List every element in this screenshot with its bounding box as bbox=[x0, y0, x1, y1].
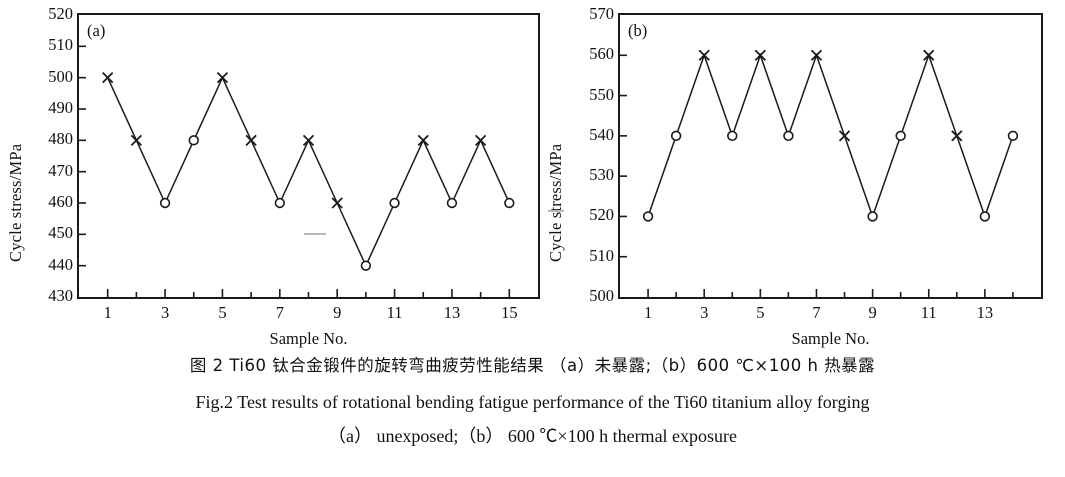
y-tick-label: 510 bbox=[48, 35, 73, 55]
data-point-marker-o bbox=[188, 135, 199, 146]
figure-caption: 图 2 Ti60 钛合金锻件的旋转弯曲疲劳性能结果 （a）未暴露;（b）600 … bbox=[0, 352, 1065, 446]
plot-series-b bbox=[620, 49, 1019, 297]
caption-chinese: 图 2 Ti60 钛合金锻件的旋转弯曲疲劳性能结果 （a）未暴露;（b）600 … bbox=[189, 356, 876, 375]
y-tick-label: 520 bbox=[589, 205, 614, 225]
data-point-marker-x bbox=[417, 134, 429, 146]
data-point-marker-x bbox=[102, 72, 114, 84]
data-point-marker-o bbox=[504, 197, 515, 209]
x-tick-label: 9 bbox=[868, 303, 877, 322]
caption-english-title: Fig.2 Test results of rotational bending… bbox=[195, 391, 870, 412]
data-point-marker-x bbox=[216, 72, 229, 84]
data-line bbox=[647, 53, 1014, 219]
data-point-marker-x bbox=[951, 130, 963, 142]
y-tick-label: 500 bbox=[589, 286, 614, 305]
data-point-marker-o bbox=[895, 130, 906, 142]
x-tick-label: 1 bbox=[103, 303, 112, 322]
y-tick-label: 550 bbox=[589, 84, 614, 104]
y-tick-label: 540 bbox=[589, 124, 614, 144]
data-point-marker-o bbox=[727, 130, 738, 142]
data-point-marker-x bbox=[810, 49, 823, 61]
data-point-marker-x bbox=[331, 197, 343, 209]
y-axis-ticks-a: 430 440 450 460 470 480 490 500 510 520 bbox=[27, 0, 73, 319]
data-point-marker-o bbox=[642, 211, 654, 222]
caption-english-sub: （a） unexposed;（b） 600 ℃×100 h thermal ex… bbox=[327, 425, 738, 446]
y-tick-label: 530 bbox=[589, 165, 614, 185]
y-tick-label: 480 bbox=[48, 129, 73, 149]
x-tick-label: 1 bbox=[643, 303, 653, 322]
data-point-marker-x bbox=[698, 49, 710, 61]
y-axis-title-a: Cycle stress/MPa bbox=[6, 143, 25, 262]
data-point-marker-x bbox=[130, 134, 143, 146]
data-point-marker-x bbox=[474, 134, 487, 146]
data-point-marker-x bbox=[245, 134, 257, 146]
scan-artifact bbox=[304, 233, 326, 235]
data-point-marker-o bbox=[670, 130, 682, 142]
data-point-marker-x bbox=[923, 49, 935, 61]
x-axis-title-b: Sample No. bbox=[791, 329, 870, 348]
plot-frame-a: (a) bbox=[77, 13, 540, 299]
data-point-marker-o bbox=[389, 197, 400, 209]
x-axis-title-a: Sample No. bbox=[269, 329, 348, 348]
data-point-marker-o bbox=[867, 211, 878, 222]
scan-artifact bbox=[548, 210, 564, 212]
y-tick-label: 560 bbox=[589, 44, 614, 64]
y-tick-label: 500 bbox=[48, 66, 73, 86]
chart-panel-b: Cycle stress/MPa 500 510 520 530 540 550 560 57… bbox=[540, 0, 1065, 350]
data-point-marker-x bbox=[838, 130, 851, 142]
x-tick-label: 11 bbox=[386, 303, 403, 322]
x-tick-label: 9 bbox=[333, 303, 342, 322]
y-tick-label: 570 bbox=[589, 4, 614, 23]
x-tick-label: 15 bbox=[501, 303, 518, 322]
x-tick-label: 3 bbox=[700, 303, 709, 322]
x-tick-label: 7 bbox=[275, 303, 284, 322]
x-tick-label: 7 bbox=[812, 303, 821, 322]
data-point-marker-o bbox=[783, 130, 794, 142]
y-tick-label: 440 bbox=[48, 254, 73, 274]
data-point-marker-o bbox=[360, 260, 372, 271]
y-tick-label: 430 bbox=[48, 286, 73, 305]
x-tick-label: 13 bbox=[976, 303, 994, 322]
data-point-marker-o bbox=[446, 197, 458, 209]
y-axis-ticks-b: 500 510 520 530 540 550 560 570 bbox=[568, 0, 614, 319]
x-tick-label: 5 bbox=[218, 303, 227, 322]
panel-label-a: (a) bbox=[87, 21, 106, 40]
y-tick-label: 520 bbox=[48, 4, 73, 23]
y-tick-label: 470 bbox=[48, 160, 73, 180]
data-line bbox=[107, 75, 510, 268]
x-tick-label: 11 bbox=[920, 303, 937, 322]
y-axis-title-b: Cycle stress/MPa bbox=[546, 143, 565, 262]
y-tick-label: 490 bbox=[48, 98, 73, 117]
data-point-marker-o bbox=[1007, 130, 1019, 142]
data-point-marker-o bbox=[274, 197, 286, 209]
data-point-marker-x bbox=[754, 49, 766, 61]
y-tick-label: 510 bbox=[589, 245, 614, 265]
data-point-marker-o bbox=[979, 211, 991, 222]
x-tick-label: 3 bbox=[160, 303, 170, 322]
panel-label-b: (b) bbox=[628, 21, 648, 40]
data-point-marker-x bbox=[302, 134, 315, 146]
y-tick-label: 460 bbox=[48, 192, 73, 211]
data-point-marker-o bbox=[159, 197, 171, 209]
x-tick-label: 5 bbox=[756, 303, 765, 322]
y-tick-label: 450 bbox=[48, 223, 73, 243]
plot-frame-b: (b) bbox=[618, 13, 1043, 299]
chart-panel-a: Cycle stress/MPa 430 440 450 460 470 480 490 50… bbox=[0, 0, 560, 350]
plot-series-a bbox=[79, 45, 515, 297]
x-tick-label: 13 bbox=[443, 303, 461, 322]
